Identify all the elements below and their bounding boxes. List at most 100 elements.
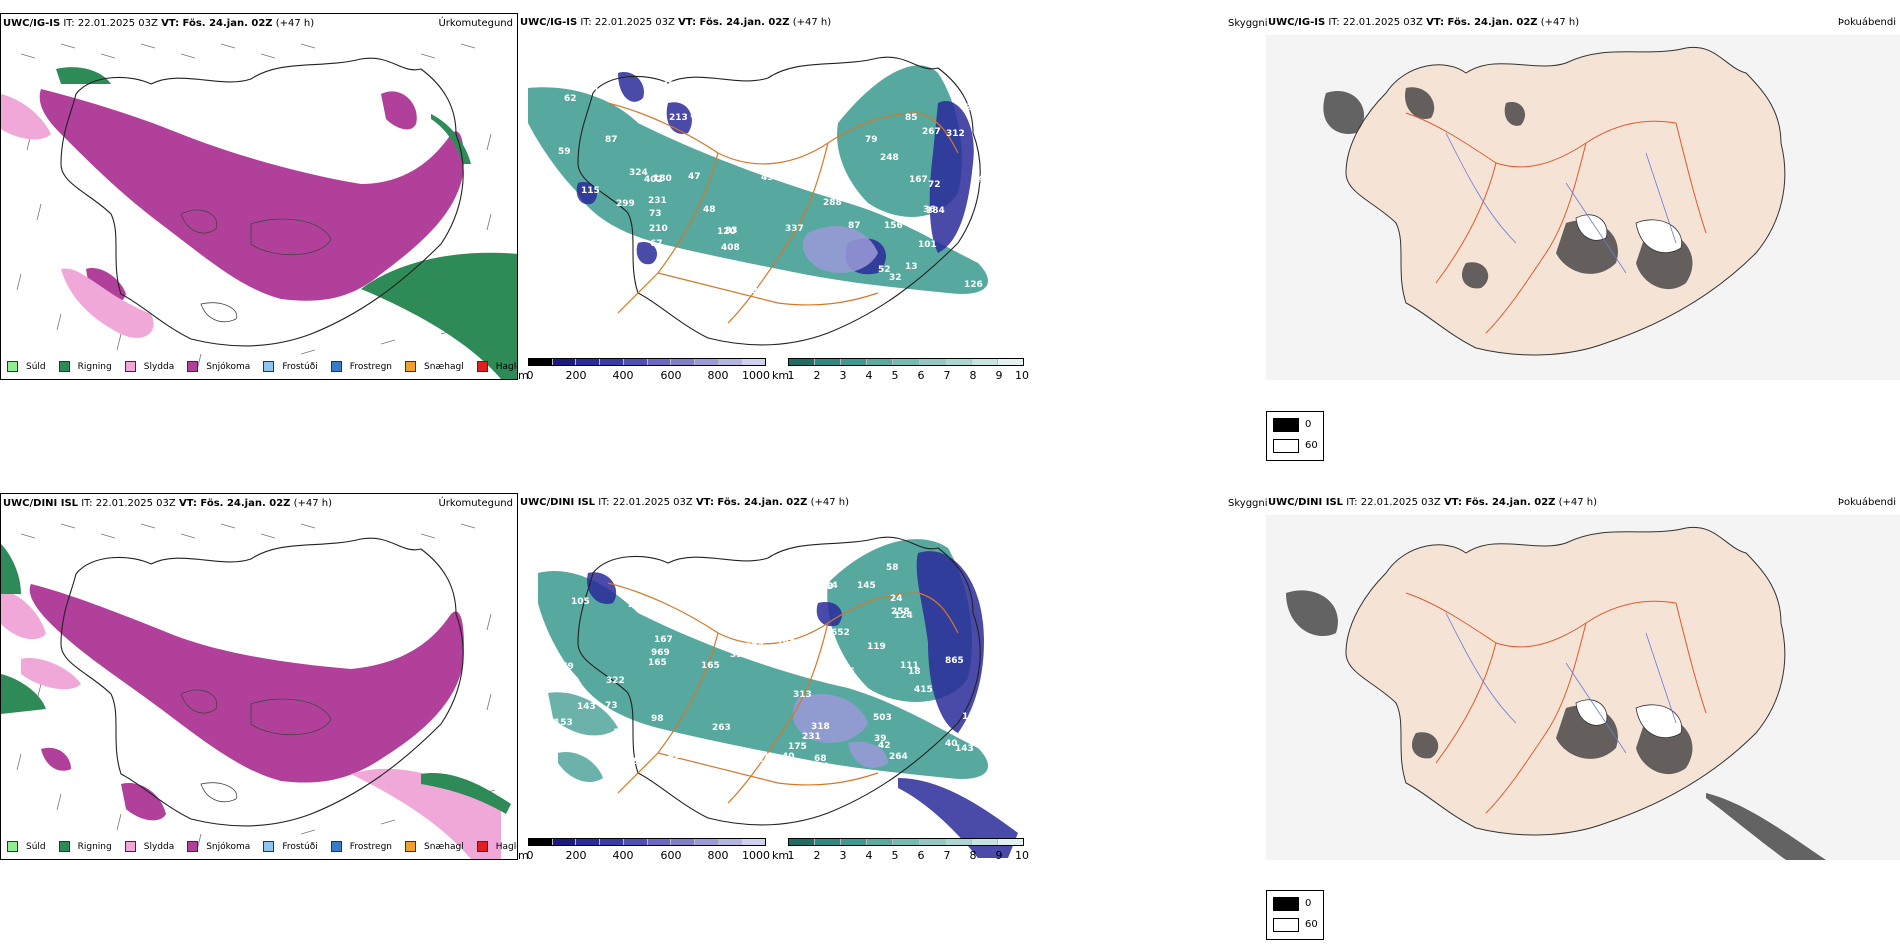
colorbar-strip	[528, 358, 766, 366]
model-name: UWC/DINI ISL	[3, 498, 79, 509]
legend-swatch	[187, 841, 199, 852]
cloud-base-label: 250	[699, 94, 718, 104]
cloud-base-label: 142	[972, 174, 991, 184]
cloud-base-label: 85	[905, 113, 918, 123]
fog-white-area	[1575, 214, 1682, 254]
colorbar-tick: 1000	[742, 849, 770, 860]
colorbar-tick: 8	[969, 849, 977, 860]
init-time: IT: 22.01.2025 03Z	[580, 17, 675, 28]
colorbar-tick: 10	[1015, 849, 1029, 860]
legend-label: Haglél	[495, 361, 517, 372]
colorbar-tick: 7	[943, 849, 951, 860]
cloud-base-label: 213	[669, 113, 688, 123]
fog-blue-rivers	[1445, 132, 1677, 274]
lead-time: (+47 h)	[275, 18, 315, 29]
colorbar-unit: km	[772, 849, 790, 860]
cloud-base-label: 588	[690, 110, 709, 120]
fog-rivers	[1405, 592, 1707, 814]
legend-item-sleet: Slydda	[124, 361, 175, 372]
lead-time: (+47 h)	[792, 17, 832, 28]
cloud-base-label: 267	[922, 127, 941, 137]
cloud-base-label: 47	[688, 172, 701, 182]
cloud-base-label: 125	[746, 602, 765, 612]
legend-label: Haglél	[495, 841, 517, 852]
legend-label: Snæhagl	[424, 841, 464, 852]
cloud-base-label: 79	[865, 135, 878, 145]
cloud-base-label: 222	[628, 600, 647, 610]
valid-time: VT: Fös. 24.jan. 02Z	[1426, 17, 1538, 28]
visibility-colorbar: km 1 2 3 4 5 6 7 8 9 10	[772, 838, 1032, 860]
colorbar-unit: km	[772, 369, 790, 380]
cloud-base-label: 120	[717, 227, 736, 237]
cloud-base-label: 126	[964, 280, 983, 290]
cloud-base-label: 158	[758, 115, 777, 125]
model-name: UWC/IG-IS	[520, 17, 578, 28]
precip-legend: Súld Rigning Slydda Snjókoma Frostúði Fr…	[7, 841, 517, 852]
road-network	[607, 582, 959, 804]
cloud-base-label: 527	[829, 106, 848, 116]
legend-swatch	[476, 361, 488, 372]
snow-area-sw	[41, 747, 166, 821]
colorbar-tick: 600	[660, 849, 682, 860]
fog-legend: 0 60	[1266, 890, 1324, 940]
colorbar-tick: 800	[707, 369, 729, 380]
precip-type-map	[1, 523, 511, 859]
panel-header: UWC/IG-IS IT: 22.01.2025 03Z VT: Fös. 24…	[520, 17, 831, 29]
iceland-outline	[577, 536, 981, 826]
cloud-base-label: 32	[889, 273, 902, 283]
cloud-visibility-panel: 139 277 313 119 231 258 222 171 153 143 165 132 145 1…	[518, 493, 1038, 860]
legend-swatch	[263, 841, 275, 852]
cloud-base-label: 175	[788, 742, 807, 752]
colorbar-tick: 2	[813, 369, 821, 380]
precip-type-panel: UWC/IG-IS IT: 22.01.2025 03Z VT: Fös. 24…	[0, 13, 518, 380]
cloud-base-label: 312	[946, 129, 965, 139]
colorbar-tick: 3	[839, 369, 847, 380]
legend-swatch	[1273, 897, 1299, 911]
legend-swatch	[405, 361, 417, 372]
fog-index-panel: UWC/IG-IS IT: 22.01.2025 03Z VT: Fös. 24…	[1266, 13, 1900, 380]
cloud-base-label: 969	[651, 648, 670, 658]
colorbar-tick: 1000	[742, 369, 770, 380]
cloud-base-label: 119	[867, 642, 886, 652]
rain-area-nw	[56, 67, 111, 84]
cloud-base-label: 302	[730, 624, 749, 634]
cloud-base-label: 34	[816, 762, 829, 772]
cloud-base-label: 47	[662, 81, 675, 91]
colorbar-tick: 6	[917, 369, 925, 380]
init-time: IT: 22.01.2025 03Z	[81, 498, 176, 509]
cloud-base-mid	[792, 694, 888, 768]
legend-item-hail: Haglél	[476, 841, 517, 852]
road-network	[607, 102, 959, 324]
cloud-base-label: 36	[923, 205, 936, 215]
colorbar-tick: 5	[891, 849, 899, 860]
colorbar-tick: 9	[995, 369, 1003, 380]
legend-swatch	[124, 361, 136, 372]
visibility-title: Skyggni	[1228, 18, 1268, 29]
init-time: IT: 22.01.2025 03Z	[1346, 497, 1441, 508]
colorbar-tick: 600	[660, 369, 682, 380]
cloud-base-label: 258	[891, 607, 910, 617]
iceland-outline	[60, 57, 464, 347]
cloud-base-label: 58	[886, 563, 899, 573]
iceland-outline	[577, 56, 981, 346]
legend-label: Frostúði	[282, 361, 318, 372]
legend-item-rain: Rigning	[58, 361, 112, 372]
cloud-base-label: 469	[776, 636, 795, 646]
cloud-base-label: 26	[750, 104, 763, 114]
cloud-base-label: 67	[650, 239, 663, 249]
fog-rivers	[1405, 112, 1707, 334]
cloud-base-label: 20	[959, 78, 972, 88]
panel-title: Þokuábendi	[1837, 497, 1896, 508]
cloud-base-label: 145	[857, 581, 876, 591]
colorbar-tick: 9	[995, 849, 1003, 860]
cloud-base-label: 231	[717, 747, 736, 757]
fog-dark-areas	[1286, 590, 1826, 860]
cloud-visibility-map: 276 180 163 184 152 156 115 210 299 158 207 225 339 3…	[528, 56, 991, 346]
cloud-base-label: 288	[823, 198, 842, 208]
valid-time: VT: Fös. 24.jan. 02Z	[678, 17, 790, 28]
cloud-base-label: 90	[557, 194, 570, 204]
cloud-base-label: 40	[782, 752, 795, 762]
model-name: UWC/DINI ISL	[520, 497, 596, 508]
cloud-base-label: 312	[826, 286, 845, 296]
legend-label: Slydda	[143, 361, 175, 372]
